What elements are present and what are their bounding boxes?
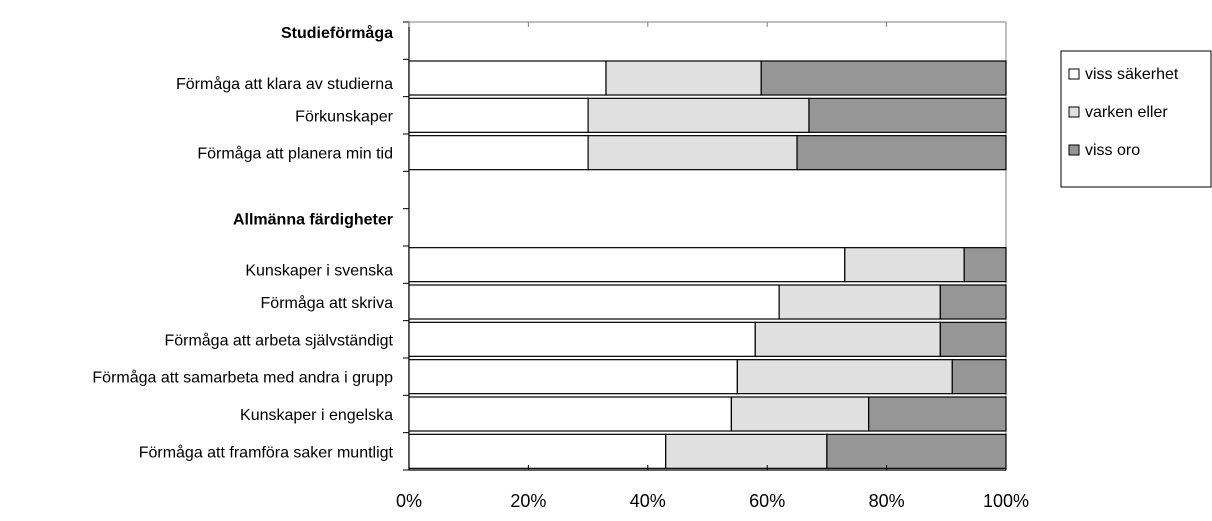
bar-segment bbox=[587, 97, 810, 133]
legend-swatch bbox=[1068, 106, 1080, 118]
legend: viss säkerhet varken eller viss oro bbox=[1060, 50, 1212, 188]
category-label: Förmåga att skriva bbox=[261, 294, 394, 312]
bar-segment bbox=[587, 135, 798, 171]
bar-segment bbox=[408, 247, 846, 283]
legend-entry: varken eller bbox=[1085, 104, 1168, 121]
bar-segment bbox=[408, 433, 667, 469]
x-tick-label: 40% bbox=[630, 491, 666, 511]
bar-segment bbox=[951, 359, 1007, 395]
x-axis: 0% 20% 40% 60% 80% 100% bbox=[396, 22, 1029, 511]
bar-segment bbox=[939, 284, 1007, 320]
group-label: Allmänna färdigheter bbox=[233, 212, 393, 229]
plot-frame bbox=[403, 21, 1007, 471]
bar-segment bbox=[605, 60, 762, 96]
bar-segment bbox=[778, 284, 941, 320]
bar-segment bbox=[730, 396, 870, 432]
legend-swatch bbox=[1068, 144, 1080, 156]
bar-segment bbox=[408, 359, 738, 395]
bar-segment bbox=[408, 321, 756, 357]
bar-segment bbox=[760, 60, 1007, 96]
legend-entry: viss oro bbox=[1085, 142, 1140, 159]
x-tick-label: 60% bbox=[749, 491, 785, 511]
legend-entry: viss säkerhet bbox=[1085, 66, 1179, 83]
legend-box bbox=[1060, 50, 1212, 188]
category-label: Förmåga att planera min tid bbox=[197, 145, 393, 163]
category-label: Förmåga att framföra saker muntligt bbox=[139, 443, 394, 461]
bar-segment bbox=[808, 97, 1007, 133]
bar-segment bbox=[408, 396, 732, 432]
category-label: Förmåga att samarbeta med andra i grupp bbox=[92, 369, 393, 387]
bar-segment bbox=[844, 247, 965, 283]
bar-segment bbox=[408, 97, 589, 133]
x-tick-label: 80% bbox=[869, 491, 905, 511]
bar-segment bbox=[796, 135, 1007, 171]
bar-segment bbox=[408, 284, 780, 320]
category-labels: Studieförmåga Förmåga att klara av studie… bbox=[92, 24, 393, 461]
group-label: Studieförmåga bbox=[281, 24, 393, 42]
bar-segment bbox=[939, 321, 1007, 357]
legend-swatch bbox=[1068, 68, 1080, 80]
bar-segment bbox=[665, 433, 828, 469]
category-label: Förkunskaper bbox=[295, 108, 393, 125]
bar-segment bbox=[868, 396, 1007, 432]
category-label: Förmåga att klara av studierna bbox=[176, 75, 393, 93]
x-tick-label: 20% bbox=[510, 491, 546, 511]
bar-segment bbox=[408, 135, 589, 171]
bar-segment bbox=[408, 60, 607, 96]
x-tick-label: 0% bbox=[396, 491, 422, 511]
category-label: Förmåga att arbeta självständigt bbox=[164, 331, 393, 349]
category-label: Kunskaper i svenska bbox=[245, 263, 393, 280]
bars bbox=[408, 60, 1007, 469]
category-label: Kunskaper i engelska bbox=[240, 407, 393, 424]
bar-segment bbox=[963, 247, 1007, 283]
x-tick-label: 100% bbox=[983, 491, 1029, 511]
bar-segment bbox=[736, 359, 953, 395]
bar-segment bbox=[826, 433, 1007, 469]
bar-segment bbox=[754, 321, 941, 357]
